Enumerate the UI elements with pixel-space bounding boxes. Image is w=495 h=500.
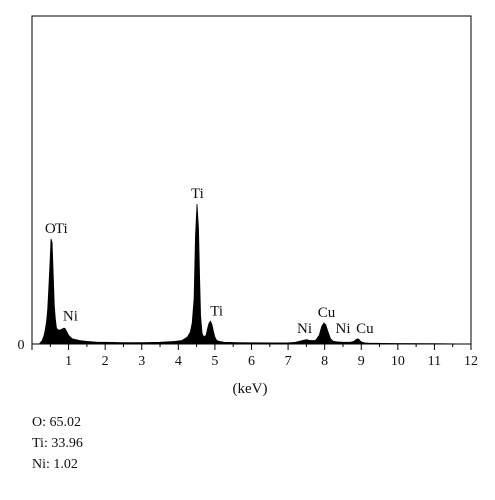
peak-label: Ni xyxy=(336,321,351,337)
x-tick-label: 5 xyxy=(211,354,218,369)
peak-label: Cu xyxy=(318,305,336,321)
x-tick-label: 9 xyxy=(358,354,365,369)
composition-list: O: 65.02 Ti: 33.96 Ni: 1.02 xyxy=(32,412,83,475)
peak-label: Ti xyxy=(55,221,68,237)
x-axis-ticks: 1 2 3 4 5 6 7 8 9 10 11 12 xyxy=(31,344,478,369)
y-axis-zero-label: 0 xyxy=(18,338,25,353)
x-tick-label: 8 xyxy=(321,354,328,369)
x-tick-label: 6 xyxy=(248,354,255,369)
peak-label: Ti xyxy=(210,303,223,319)
composition-nickel: Ni: 1.02 xyxy=(32,457,78,472)
plot-frame xyxy=(31,15,472,345)
x-tick-label: 11 xyxy=(428,354,441,369)
peak-label: Ni xyxy=(297,321,312,337)
x-axis-title: (keV) xyxy=(233,381,268,397)
peak-label: Ni xyxy=(63,309,78,325)
peak-label: O xyxy=(45,221,56,237)
composition-titanium: Ti: 33.96 xyxy=(32,436,83,451)
x-tick-label: 4 xyxy=(175,354,182,369)
peak-label: Cu xyxy=(356,321,374,337)
composition-oxygen: O: 65.02 xyxy=(32,415,81,430)
spectrum-layer xyxy=(38,203,472,345)
x-tick-label: 7 xyxy=(285,354,292,369)
peak-label: Ti xyxy=(191,186,204,202)
x-tick-label: 12 xyxy=(464,354,478,369)
x-tick-label: 1 xyxy=(65,354,72,369)
x-tick-label: 3 xyxy=(138,354,145,369)
x-tick-label: 10 xyxy=(391,354,405,369)
x-tick-label: 2 xyxy=(102,354,109,369)
spectrum-series-0 xyxy=(38,203,472,345)
